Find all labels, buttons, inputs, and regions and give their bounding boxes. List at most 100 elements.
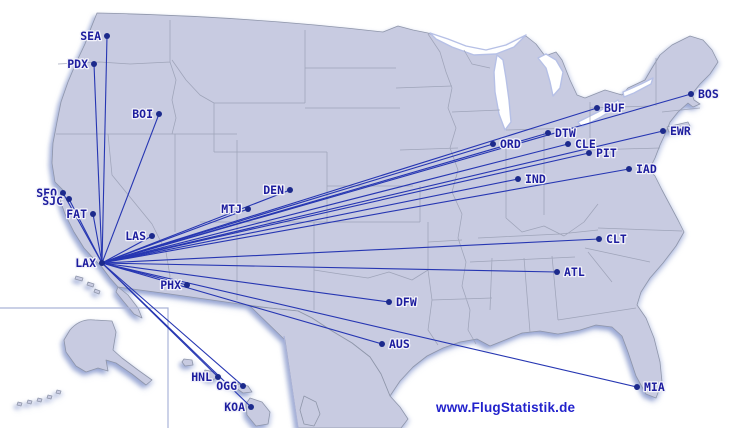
airport-dot-pit [586,150,592,156]
route-line-lax-dfw [101,262,390,303]
airport-label-bos: BOS [698,87,719,101]
route-line-lax-ewr [101,130,664,264]
airport-dot-iad [626,166,632,172]
airport-label-las: LAS [125,229,146,243]
route-line-lax-ogg [101,262,244,387]
route-line-lax-atl [101,262,558,273]
airport-dot-buf [594,105,600,111]
channel-islands [74,275,101,295]
airport-dot-sfo [60,190,66,196]
airport-label-atl: ATL [564,265,585,279]
airport-label-koa: KOA [224,400,245,414]
route-line-lax-clt [101,238,600,264]
airport-label-fat: FAT [66,207,87,221]
airport-label-mia: MIA [644,380,665,394]
airport-dot-dfw [386,299,392,305]
route-line-lax-iad [101,168,630,264]
lakes-layer [429,32,654,131]
airport-label-hnl: HNL [191,370,212,384]
airport-dot-ord [490,141,496,147]
airport-label-ord: ORD [500,137,521,151]
airport-dot-koa [248,404,254,410]
route-line-lax-mia [101,262,638,388]
airport-dot-bos [688,91,694,97]
lake-huron [537,53,564,97]
airport-label-cle: CLE [575,137,596,151]
airport-label-lax: LAX [75,256,96,270]
airport-dot-hnl [215,374,221,380]
airport-dot-phx [184,282,190,288]
kauai-island [181,358,194,367]
airport-label-aus: AUS [389,337,410,351]
airport-label-ind: IND [525,172,546,186]
airport-label-den: DEN [263,183,284,197]
airport-dot-mia [634,384,640,390]
airport-label-pdx: PDX [67,57,88,71]
alaska [63,319,153,386]
inset-borders [0,307,299,428]
airport-dot-pdx [91,61,97,67]
island-fragment [299,395,321,427]
state-borders [56,20,701,346]
airport-dot-boi [156,111,162,117]
route-line-lax-sjc [68,198,103,264]
airport-dot-ogg [240,383,246,389]
airport-dot-fat [90,211,96,217]
big-island [245,397,271,427]
hawaii-inset-border [283,335,299,428]
route-line-lax-mtj [101,208,249,264]
airport-label-boi: BOI [132,107,153,121]
route-line-lax-pit [101,152,590,264]
airport-label-phx: PHX [160,278,181,292]
mexico [249,305,409,428]
airport-dot-aus [379,341,385,347]
route-line-lax-las [101,235,153,264]
airport-dot-las [149,233,155,239]
lake-superior [429,32,527,56]
airport-label-dfw: DFW [396,295,417,309]
route-line-lax-buf [101,107,598,264]
airport-label-clt: CLT [606,232,627,246]
routes-layer [62,35,692,408]
landmass-layer [16,12,719,428]
airport-dot-sea [104,33,110,39]
airport-label-mtj: MTJ [221,202,242,216]
airport-label-ewr: EWR [670,124,691,138]
route-line-lax-bos [101,93,692,264]
airport-dot-ind [515,176,521,182]
route-line-lax-ind [101,178,519,264]
route-line-lax-koa [101,262,252,408]
route-line-lax-aus [101,262,383,345]
lake-erie [577,99,622,128]
airport-label-iad: IAD [636,162,657,176]
airport-label-sea: SEA [80,29,101,43]
airport-dot-cle [565,141,571,147]
baja-california [115,286,143,319]
airport-label-dtw: DTW [555,126,576,140]
aleutian-islands [16,389,62,407]
airport-label-ogg: OGG [216,379,237,393]
route-line-lax-fat [92,213,103,264]
airport-label-sjc: SJC [42,194,63,208]
long-island [666,121,691,133]
route-line-lax-cle [101,143,569,264]
route-line-lax-pdx [93,63,103,264]
airport-dot-ewr [660,128,666,134]
route-line-lax-boi [101,113,160,264]
airport-dot-den [287,187,293,193]
airport-label-buf: BUF [604,101,625,115]
route-line-lax-sea [101,35,108,264]
airport-dot-atl [554,269,560,275]
airport-dot-lax [99,260,105,266]
airport-label-pit: PIT [596,146,617,160]
lake-ontario [622,77,654,98]
airport-label-sfo: SFO [36,186,57,200]
watermark-link: www.FlugStatistik.de [436,400,576,415]
alaska-inset-border [0,307,169,428]
lake-michigan [493,54,512,131]
airport-dot-dtw [545,130,551,136]
airport-dot-mtj [245,206,251,212]
